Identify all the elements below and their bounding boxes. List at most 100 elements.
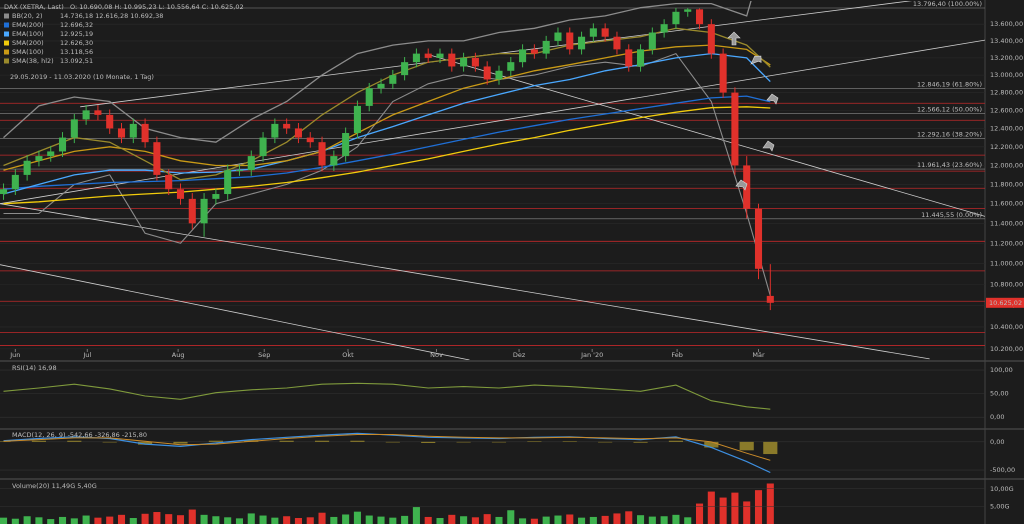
candle-body — [412, 53, 420, 63]
candle-body — [672, 11, 680, 25]
volume-bar — [401, 515, 409, 524]
candle-body — [70, 119, 78, 138]
candle-body — [283, 123, 291, 129]
candle-body — [530, 49, 538, 54]
rsi-line — [3, 382, 771, 410]
y-tick-label: 12.200,00 — [990, 143, 1023, 151]
macd-histogram — [385, 441, 400, 443]
volume-bar — [342, 514, 350, 524]
candle-body — [0, 189, 8, 195]
volume-bar — [271, 517, 279, 524]
volume-bar — [247, 513, 255, 524]
candle-body — [306, 137, 314, 143]
candle-body — [460, 57, 468, 67]
fib-label: 13.796,40 (100.00%) — [913, 0, 982, 8]
fib-label: 12.846,19 (61.80%) — [917, 81, 982, 89]
volume-bar — [353, 511, 361, 524]
arrow-icon — [750, 55, 762, 65]
volume-bar — [330, 516, 338, 524]
candle-body — [625, 49, 633, 67]
macd-histogram — [208, 440, 223, 442]
last-price-tag — [986, 297, 1024, 308]
volume-bar — [235, 518, 244, 524]
candle-body — [519, 49, 527, 63]
macd-histogram — [598, 441, 613, 443]
candle-body — [754, 208, 763, 269]
legend-name: SMA(38, hl2) — [12, 57, 54, 65]
volume-bar — [141, 513, 149, 524]
candle-body — [35, 156, 43, 161]
volume-bar — [436, 518, 444, 524]
volume-bar — [483, 514, 491, 524]
volume-bar — [153, 512, 161, 524]
candle-body — [141, 123, 149, 143]
candle-body — [342, 133, 350, 157]
volume-bar — [377, 516, 385, 524]
candle-body — [542, 40, 550, 54]
volume-bar — [47, 519, 55, 524]
volume-bar — [58, 516, 67, 524]
trendline — [0, 203, 930, 360]
volume-bar — [460, 516, 468, 524]
macd-histogram — [314, 440, 330, 442]
candle-body — [648, 32, 656, 50]
candle-body — [684, 9, 692, 12]
volume-bar — [448, 514, 456, 524]
candle-body — [47, 151, 55, 157]
arrow-icon — [762, 140, 775, 152]
volume-bar — [106, 516, 114, 524]
x-tick-label: Sep — [258, 351, 270, 359]
volume-bar — [613, 513, 621, 524]
candle-body — [318, 142, 326, 166]
legend-name: BB(20, 2) — [12, 12, 43, 20]
overlay-line — [3, 52, 771, 195]
volume-bar — [719, 497, 727, 524]
candle-body — [719, 53, 727, 93]
volume-bar — [82, 515, 90, 524]
legend-value: 12.696,32 — [60, 21, 93, 29]
candle-body — [471, 57, 479, 67]
volume-bar — [283, 516, 291, 524]
candle-body — [436, 53, 444, 58]
volume-bar — [495, 516, 503, 524]
volume-bar — [637, 515, 645, 524]
volume-bar — [224, 517, 232, 524]
y-tick-label: -500,00 — [990, 466, 1015, 474]
candle-body — [212, 194, 220, 199]
candle-body — [165, 174, 173, 190]
legend-swatch — [4, 31, 9, 37]
candle-body — [117, 128, 126, 138]
panel-label: MACD(12, 26, 9) -542,66 -326,86 -215,80 — [12, 431, 147, 439]
macd-histogram — [456, 441, 471, 443]
fib-label: 11.961,43 (23.60%) — [917, 161, 982, 169]
volume-bar — [165, 514, 173, 524]
y-tick-label: 10.400,00 — [990, 323, 1023, 331]
y-tick-label: 100,00 — [990, 366, 1013, 374]
legend-swatch — [4, 58, 9, 64]
volume-bar — [35, 517, 43, 524]
legend-value: 12.925,19 — [60, 30, 93, 38]
candle-body — [637, 49, 645, 67]
volume-bar — [766, 483, 774, 524]
volume-bar — [743, 501, 751, 524]
legend-swatch — [4, 49, 9, 55]
date-range: 29.05.2019 - 11.03.2020 (10 Monate, 1 Ta… — [10, 73, 154, 81]
x-tick-label: Jan '20 — [580, 351, 603, 359]
legend-value: 14.736,18 12.616,28 10.692,38 — [60, 12, 163, 20]
volume-bar — [259, 515, 267, 524]
candle-body — [106, 114, 114, 129]
volume-bar — [0, 517, 8, 524]
x-tick-label: Okt — [342, 351, 354, 359]
panel-label: Volume(20) 11,49G 5,40G — [12, 482, 97, 490]
x-tick-label: Dez — [513, 351, 526, 359]
volume-bar — [94, 517, 102, 524]
candle-body — [448, 53, 456, 67]
overlay-layer: 13.600,00 13.400,00 13.200,00 13.000,00 12.8… — [0, 0, 1024, 510]
candle-body — [743, 165, 751, 209]
candle-body — [660, 24, 668, 33]
candle-body — [176, 189, 185, 199]
volume-bar — [412, 507, 420, 524]
macd-histogram — [633, 441, 648, 443]
